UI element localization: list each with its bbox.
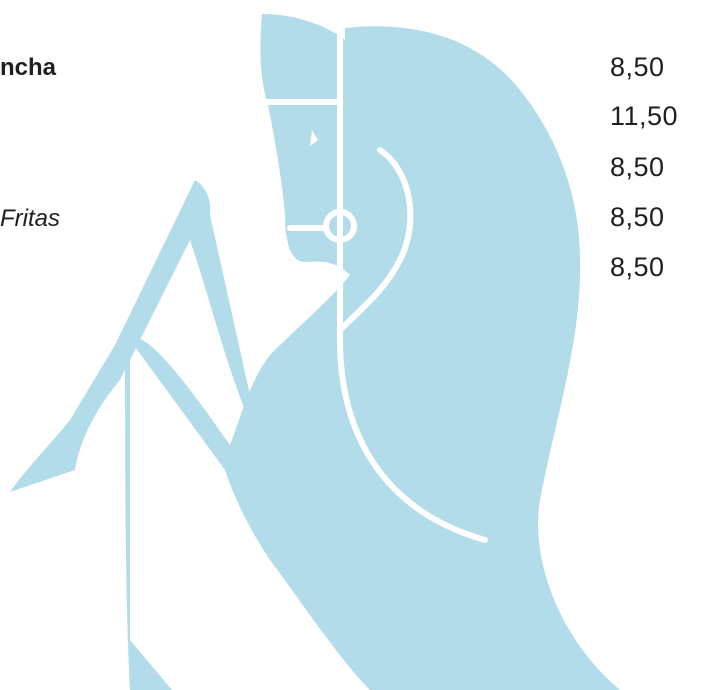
horse-eye: [310, 130, 318, 146]
price-5: 8,50: [610, 252, 665, 282]
menu-item-name-1: ncha: [0, 54, 57, 81]
price-2: 11,50: [610, 101, 679, 131]
horse-leg-shape: [10, 180, 250, 492]
price-1: 8,50: [610, 52, 665, 82]
menu-item-name-4: Fritas: [0, 205, 60, 232]
price-3: 8,50: [610, 152, 665, 182]
price-4: 8,50: [610, 202, 665, 232]
horse-body-shape: [125, 14, 620, 690]
bridle-ring: [323, 209, 357, 243]
bridle-vertical-line: [337, 22, 488, 543]
neck-crest-line: [337, 147, 414, 333]
